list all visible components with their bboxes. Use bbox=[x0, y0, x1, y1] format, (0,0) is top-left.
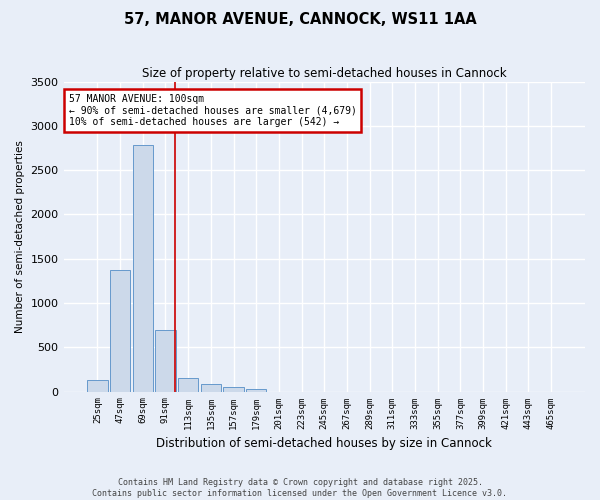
Text: Contains HM Land Registry data © Crown copyright and database right 2025.
Contai: Contains HM Land Registry data © Crown c… bbox=[92, 478, 508, 498]
Bar bbox=[155, 330, 176, 392]
Title: Size of property relative to semi-detached houses in Cannock: Size of property relative to semi-detach… bbox=[142, 68, 506, 80]
Y-axis label: Number of semi-detached properties: Number of semi-detached properties bbox=[15, 140, 25, 333]
Bar bbox=[223, 386, 244, 392]
Bar bbox=[178, 378, 199, 392]
Text: 57 MANOR AVENUE: 100sqm
← 90% of semi-detached houses are smaller (4,679)
10% of: 57 MANOR AVENUE: 100sqm ← 90% of semi-de… bbox=[69, 94, 356, 128]
Bar bbox=[133, 144, 153, 392]
Bar bbox=[246, 389, 266, 392]
X-axis label: Distribution of semi-detached houses by size in Cannock: Distribution of semi-detached houses by … bbox=[157, 437, 492, 450]
Bar bbox=[200, 384, 221, 392]
Bar bbox=[110, 270, 130, 392]
Bar bbox=[87, 380, 107, 392]
Text: 57, MANOR AVENUE, CANNOCK, WS11 1AA: 57, MANOR AVENUE, CANNOCK, WS11 1AA bbox=[124, 12, 476, 28]
